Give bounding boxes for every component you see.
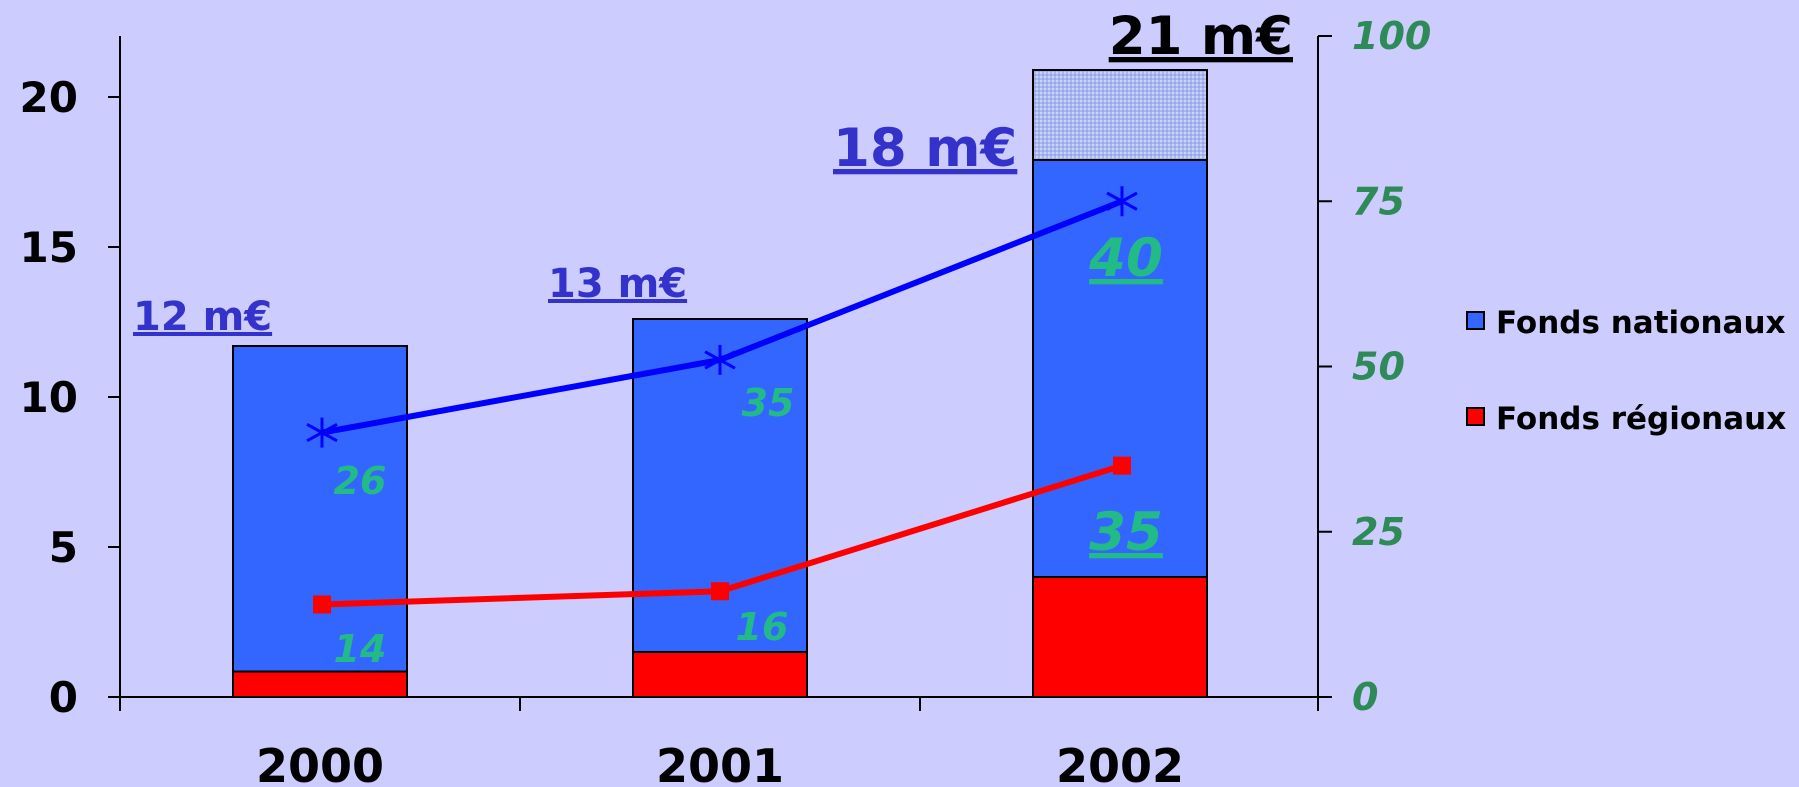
legend-label-0: Fonds nationaux <box>1496 305 1786 341</box>
annotation-2002-5: 35 <box>1089 502 1163 563</box>
legend-swatch-1 <box>1466 407 1485 426</box>
bar-2002-series-0 <box>1032 576 1208 698</box>
line-0-marker-2000-stroke-2 <box>306 423 338 443</box>
bar-2000-series-0 <box>232 670 408 698</box>
x-tick-label-2002: 2002 <box>1056 739 1184 787</box>
y-right-tick-label-0: 0 <box>1352 675 1378 719</box>
y-left-tick-label-10: 10 <box>20 373 78 422</box>
annotation-2001-3: 16 <box>736 605 789 649</box>
y-left-tick-label-5: 5 <box>49 523 78 572</box>
bar-2001-series-0 <box>632 651 808 698</box>
line-0-marker-2002-stroke-2 <box>1106 191 1138 211</box>
y-left-tick-label-15: 15 <box>20 223 78 272</box>
line-0-marker-2002 <box>1106 186 1138 217</box>
bar-2002-series-2 <box>1032 69 1208 161</box>
legend-swatch-0 <box>1466 311 1485 330</box>
lines-layer <box>306 186 1138 614</box>
total-label-0: 12 m€ <box>133 294 272 340</box>
axes-layer: 0 5 10 15 20 0 25 50 75 100 2000 2001 2002 <box>20 14 1432 787</box>
annotation-2001-2: 35 <box>742 381 795 425</box>
bar-2002-series-1 <box>1032 159 1208 578</box>
total-label-1: 13 m€ <box>548 261 687 307</box>
y-left-tick-label-0: 0 <box>49 673 78 722</box>
bar-2000-series-1 <box>232 345 408 673</box>
x-tick-label-2001: 2001 <box>656 739 784 787</box>
legend-label-1: Fonds régionaux <box>1496 401 1786 437</box>
line-1-marker-2001 <box>711 582 729 601</box>
y-right-tick-label-50: 50 <box>1352 345 1405 389</box>
y-right-tick-label-25: 25 <box>1352 510 1405 554</box>
y-right-tick-label-75: 75 <box>1352 179 1405 223</box>
line-0-marker-2001-stroke-2 <box>704 350 736 370</box>
line-0-marker-2000 <box>306 417 338 448</box>
annotation-2002-4: 40 <box>1088 228 1163 289</box>
y-right-tick-label-100: 100 <box>1352 14 1431 58</box>
annotation-2000-1: 14 <box>334 627 387 671</box>
labels-layer: 12 m€ 13 m€ 18 m€ 21 m€ 26 14 35 16 40 35 <box>133 6 1293 671</box>
line-1-marker-2002 <box>1113 456 1131 475</box>
y-left-tick-label-20: 20 <box>20 73 78 122</box>
annotation-2000-0: 26 <box>334 459 387 503</box>
total-label-2: 18 m€ <box>833 118 1017 179</box>
legend: Fonds nationaux Fonds régionaux <box>1466 305 1786 437</box>
bars-layer <box>232 69 1208 698</box>
line-1-marker-2000 <box>313 595 331 614</box>
line-0-marker-2001 <box>704 344 736 375</box>
total-label-3: 21 m€ <box>1109 6 1293 67</box>
x-tick-label-2000: 2000 <box>256 739 384 787</box>
